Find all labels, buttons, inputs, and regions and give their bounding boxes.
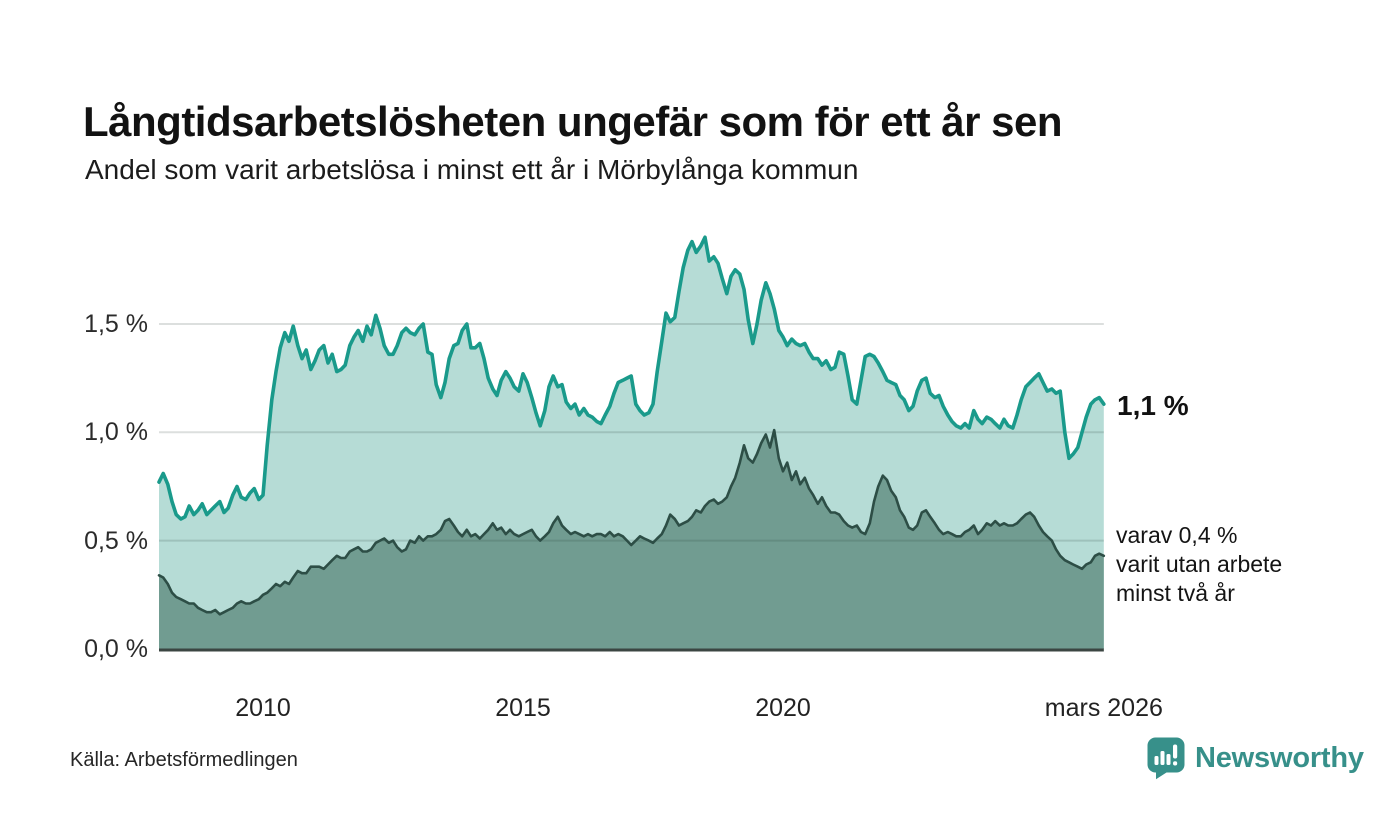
x-axis-tick-label: mars 2026 xyxy=(1044,694,1163,722)
newsworthy-logo-icon xyxy=(1147,737,1185,780)
page-subtitle: Andel som varit arbetslösa i minst ett å… xyxy=(85,154,859,185)
page-title: Långtidsarbetslösheten ungefär som för e… xyxy=(83,98,1063,146)
subset-annotation-line-2: varit utan arbete xyxy=(1116,551,1283,577)
bar-chart-glyph xyxy=(1154,744,1178,766)
subset-series-annotation: varav 0,4 % varit utan arbete minst två … xyxy=(1116,521,1282,608)
y-axis-tick-label: 0,0 % xyxy=(84,635,148,663)
y-axis-tick-label: 0,5 % xyxy=(84,526,148,555)
subset-annotation-line-3: minst två år xyxy=(1116,580,1235,606)
x-axis-tick-label: 2020 xyxy=(755,694,811,722)
x-axis-tick-label: 2010 xyxy=(235,694,291,722)
exclamation-mark-glyph xyxy=(1173,744,1178,759)
y-axis-tick-label: 1,0 % xyxy=(84,418,148,447)
total-series-line xyxy=(157,235,1106,521)
subset-series-area xyxy=(159,430,1104,649)
subset-annotation-line-1: varav 0,4 % xyxy=(1116,522,1238,548)
newsworthy-logo: Newsworthy xyxy=(1146,736,1364,780)
source-note: Källa: Arbetsförmedlingen xyxy=(70,749,298,771)
x-axis-tick-label: 2015 xyxy=(495,694,551,722)
newsworthy-wordmark: Newsworthy xyxy=(1195,741,1364,774)
total-series-end-value-label: 1,1 % xyxy=(1117,390,1189,421)
subset-series-line xyxy=(157,428,1106,616)
y-axis-tick-label: 1,5 % xyxy=(84,309,148,338)
